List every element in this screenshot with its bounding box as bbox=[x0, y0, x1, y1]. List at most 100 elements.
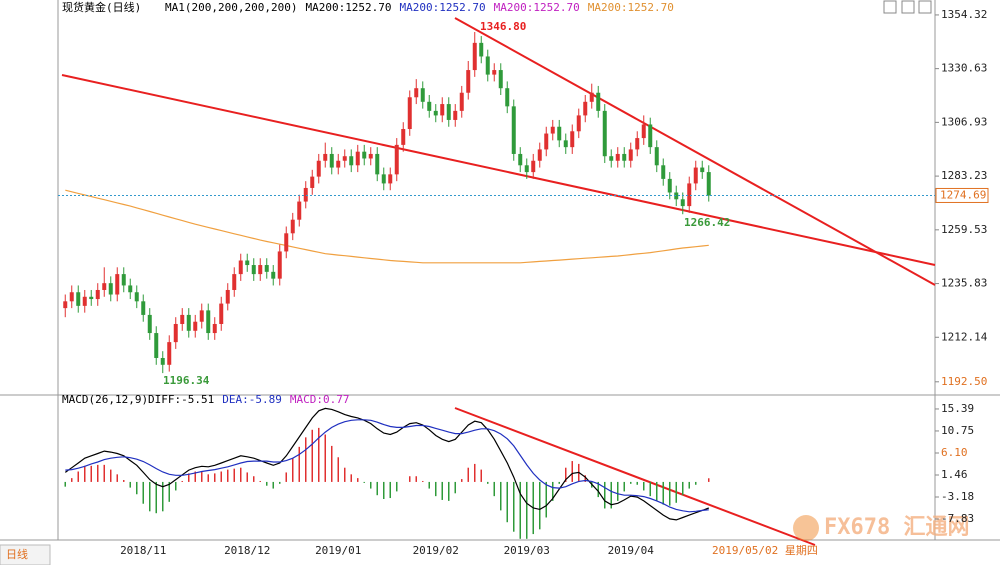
candle-body bbox=[186, 314, 191, 331]
candle-body bbox=[89, 296, 94, 300]
y-tick-label: -7.83 bbox=[941, 512, 974, 525]
candle-body bbox=[550, 126, 555, 134]
y-tick-label: 1330.63 bbox=[941, 62, 987, 75]
annotation: 1196.34 bbox=[163, 374, 210, 387]
candle-body bbox=[440, 104, 445, 116]
candle-body bbox=[232, 274, 237, 290]
candle-body bbox=[459, 92, 464, 111]
candle-body bbox=[167, 342, 172, 365]
x-tick-label: 2019/03 bbox=[504, 544, 550, 557]
candle-body bbox=[693, 167, 698, 184]
candle-body bbox=[401, 129, 406, 145]
candle-body bbox=[563, 140, 568, 148]
candle-body bbox=[453, 110, 458, 120]
candle-body bbox=[206, 310, 211, 334]
y-tick-label: 6.10 bbox=[941, 446, 968, 459]
candle-body bbox=[355, 151, 360, 166]
candle-body bbox=[108, 283, 113, 295]
candle-body bbox=[375, 153, 380, 175]
last-price-box bbox=[935, 187, 989, 203]
candle-body bbox=[414, 88, 419, 98]
candle-body bbox=[63, 301, 68, 309]
candle-body bbox=[511, 106, 516, 154]
y-tick-label: -3.18 bbox=[941, 490, 974, 503]
legend-label: DEA:-5.89 bbox=[222, 393, 282, 406]
candle-body bbox=[251, 265, 256, 275]
candle-body bbox=[420, 88, 425, 102]
candle-body bbox=[628, 149, 633, 161]
candle-body bbox=[141, 301, 146, 315]
candle-body bbox=[570, 131, 575, 148]
candle-body bbox=[303, 187, 308, 202]
candle-body bbox=[518, 153, 523, 166]
y-tick-label: 1306.93 bbox=[941, 115, 987, 128]
candle-body bbox=[388, 174, 393, 184]
candle-body bbox=[69, 292, 74, 302]
candle-body bbox=[316, 160, 321, 177]
candle-body bbox=[128, 285, 133, 293]
y-tick-label: 10.75 bbox=[941, 424, 974, 437]
legend-label: DIFF:-5.51 bbox=[148, 393, 214, 406]
candle-body bbox=[667, 178, 672, 193]
candle-body bbox=[154, 333, 159, 358]
candle-body bbox=[76, 292, 81, 306]
indicator-title: MACD(26,12,9) bbox=[62, 393, 148, 406]
legend-label: MA200:1252.70 bbox=[305, 1, 391, 14]
chart-title: 现货黄金(日线) bbox=[62, 0, 141, 14]
legend-label: MA200:1252.70 bbox=[588, 1, 674, 14]
candle-body bbox=[687, 183, 692, 207]
candle-body bbox=[609, 156, 614, 161]
candle-body bbox=[407, 97, 412, 130]
candle-body bbox=[674, 192, 679, 200]
dea-line bbox=[65, 419, 709, 513]
candle-body bbox=[472, 42, 477, 71]
candle-body bbox=[615, 153, 620, 161]
last-price-label: 1274.69 bbox=[940, 188, 986, 201]
candle-body bbox=[492, 70, 497, 75]
y-tick-label: 1354.32 bbox=[941, 8, 987, 21]
toolbar-icon[interactable] bbox=[901, 0, 915, 14]
candle-body bbox=[427, 101, 432, 111]
candle-body bbox=[531, 160, 536, 173]
candle-body bbox=[290, 219, 295, 234]
candle-body bbox=[596, 92, 601, 111]
candle-body bbox=[466, 70, 471, 93]
candle-body bbox=[576, 115, 581, 132]
y-tick-label: 1283.23 bbox=[941, 169, 987, 182]
candle-body bbox=[297, 201, 302, 220]
candle-body bbox=[102, 283, 107, 290]
candle-body bbox=[95, 289, 100, 300]
candle-body bbox=[349, 156, 354, 166]
candle-body bbox=[219, 303, 224, 324]
period-label[interactable]: 日线 bbox=[6, 547, 28, 561]
candle-body bbox=[700, 167, 705, 173]
candle-body bbox=[336, 160, 341, 168]
y-tick-label: 1192.50 bbox=[941, 375, 987, 388]
legend-label: MACD:0.77 bbox=[290, 393, 350, 406]
candle-body bbox=[635, 138, 640, 150]
candle-body bbox=[284, 233, 289, 252]
candle-body bbox=[245, 260, 250, 266]
y-tick-label: 1212.14 bbox=[941, 330, 988, 343]
candle-body bbox=[323, 153, 328, 161]
candle-body bbox=[648, 124, 653, 148]
candle-body bbox=[238, 260, 243, 275]
candle-body bbox=[706, 172, 711, 196]
candle-body bbox=[544, 133, 549, 150]
candle-body bbox=[661, 165, 666, 179]
x-tick-label: 2019/04 bbox=[608, 544, 655, 557]
cursor-date: 2019/05/02 星期四 bbox=[712, 544, 818, 557]
candle-body bbox=[329, 153, 334, 168]
candle-body bbox=[479, 42, 484, 57]
toolbar-icon[interactable] bbox=[883, 0, 897, 14]
toolbar-icon[interactable] bbox=[918, 0, 932, 14]
candle-body bbox=[368, 153, 373, 159]
candle-body bbox=[394, 144, 399, 175]
watermark: FX678 汇通网 bbox=[824, 515, 969, 540]
trend-line bbox=[454, 17, 936, 286]
candle-body bbox=[485, 56, 490, 75]
candle-body bbox=[160, 357, 165, 365]
candle-body bbox=[680, 199, 685, 207]
period-tab[interactable] bbox=[0, 544, 51, 565]
